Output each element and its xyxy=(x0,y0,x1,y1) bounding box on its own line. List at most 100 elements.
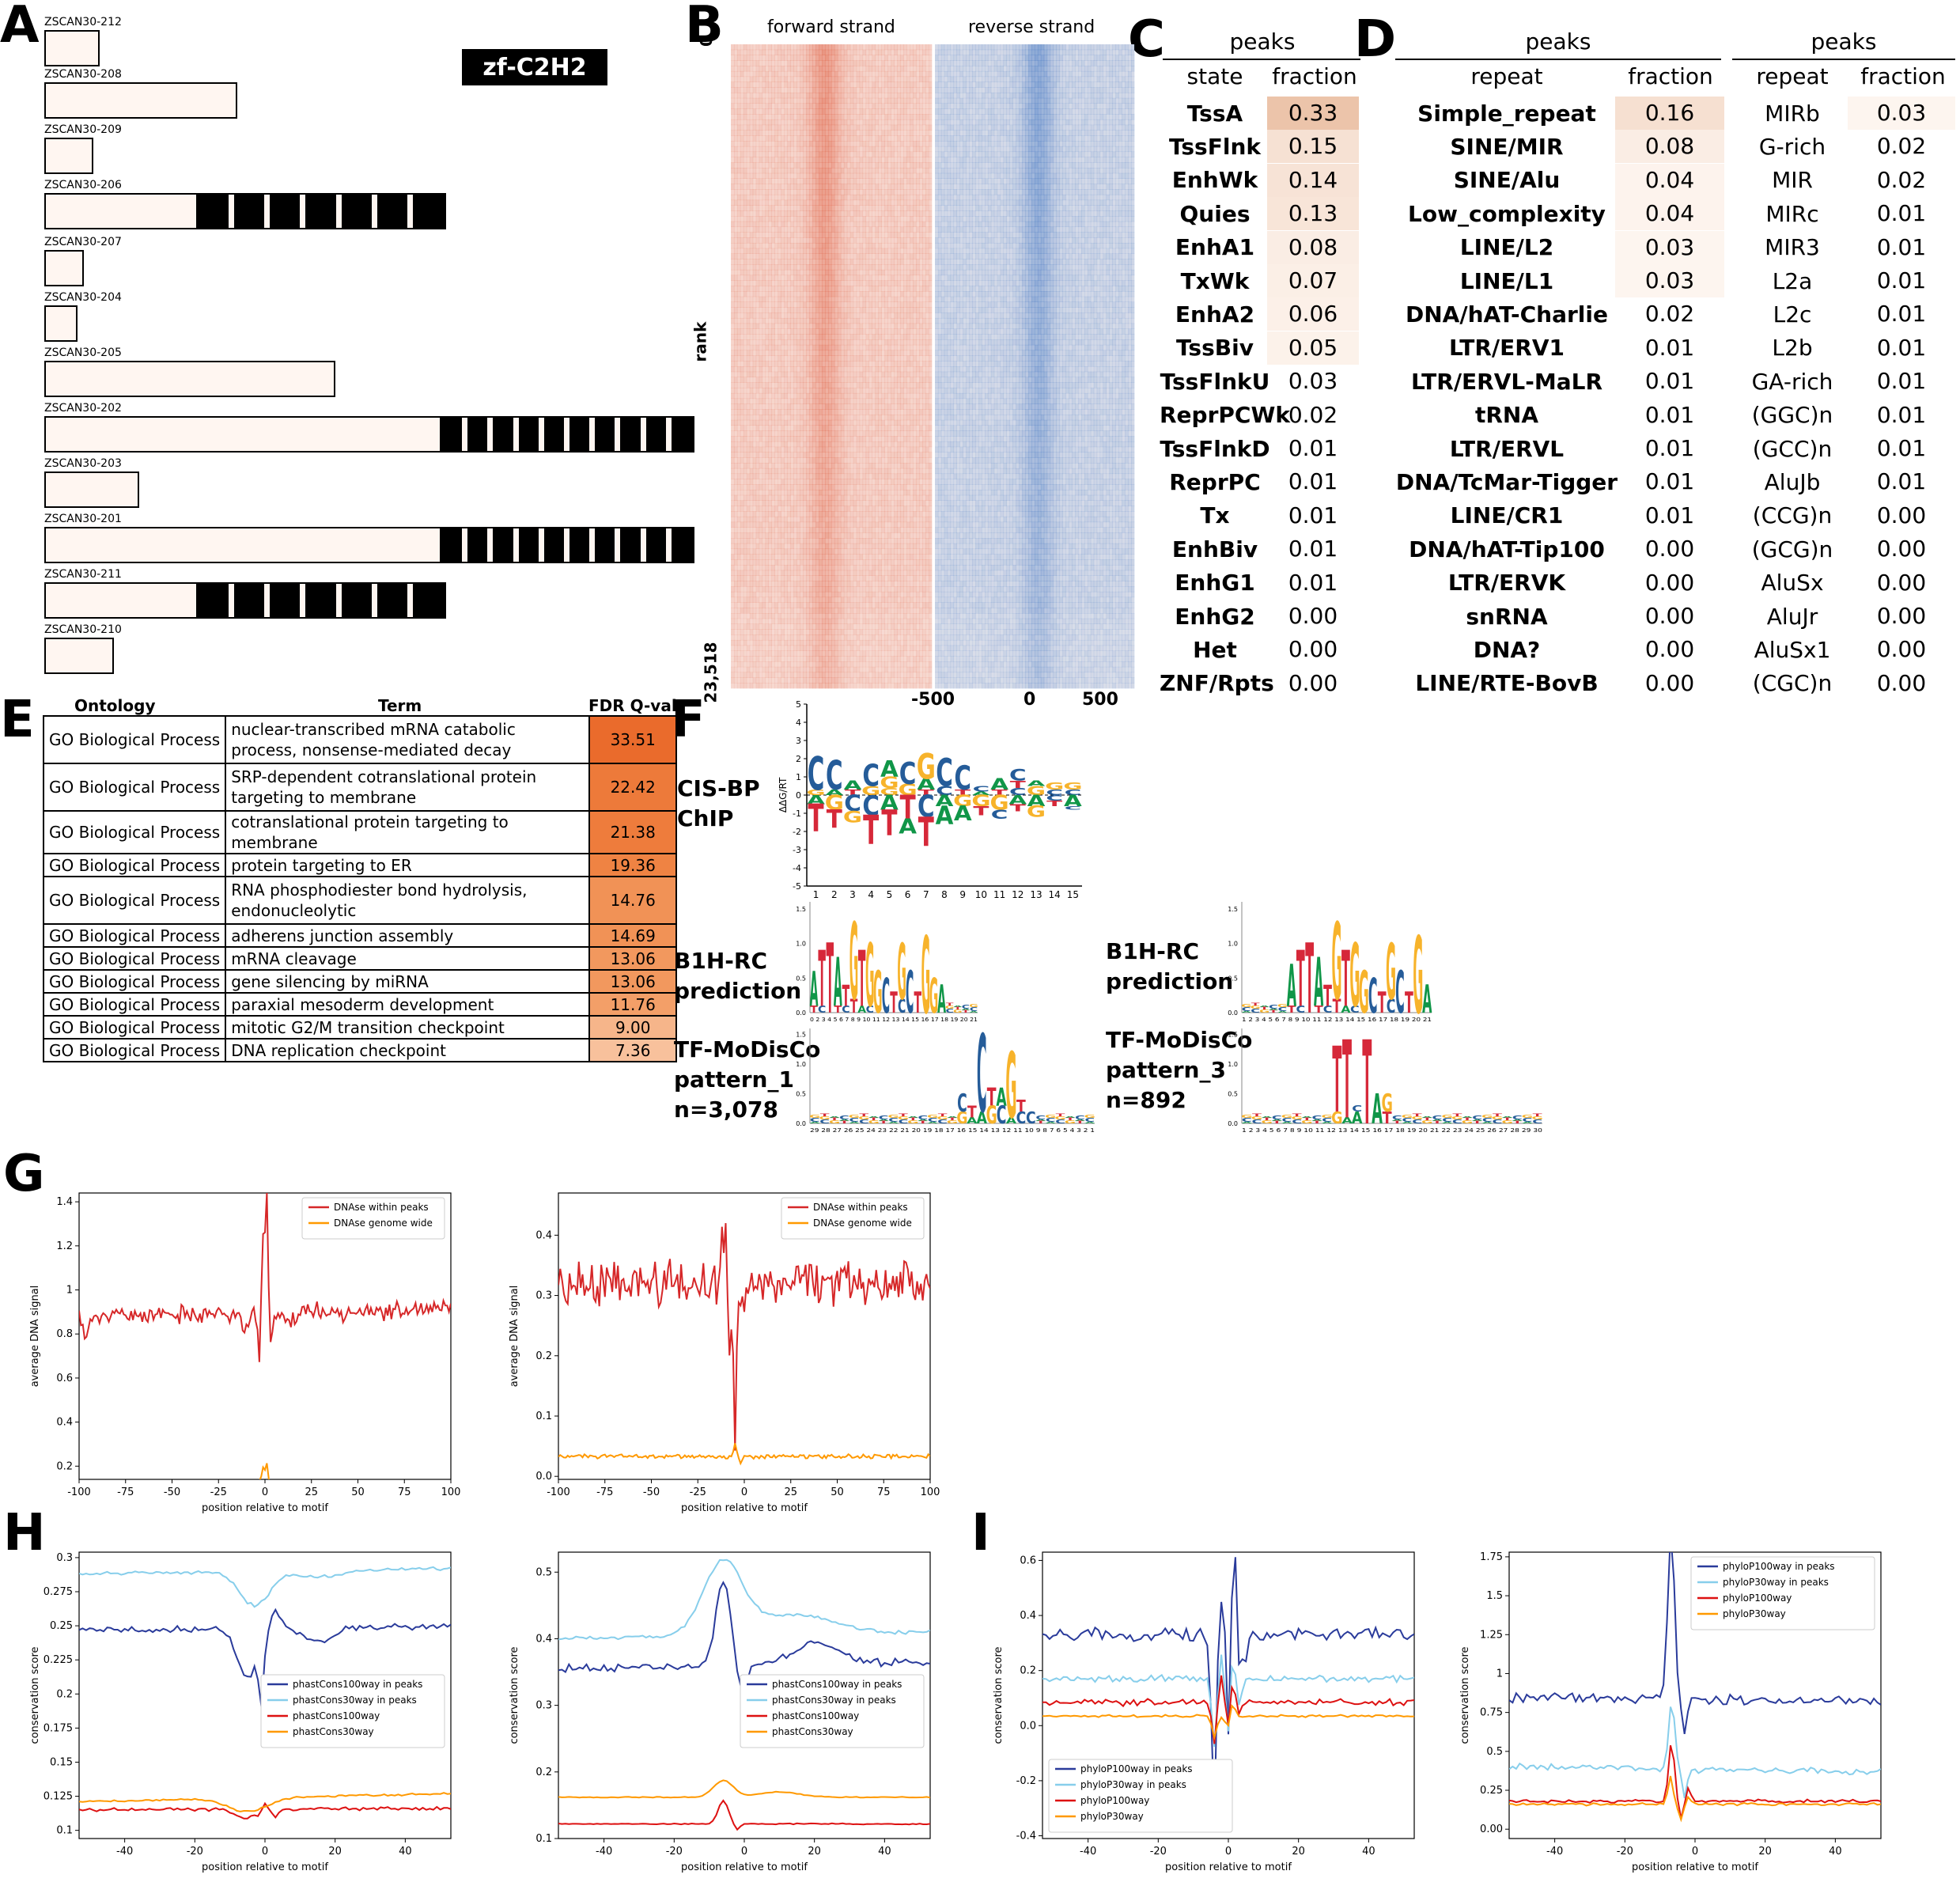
heatmap-cell xyxy=(736,275,741,281)
heatmap-cell xyxy=(759,409,763,415)
heatmap-cell xyxy=(800,677,804,684)
heatmap-cell xyxy=(815,323,819,329)
heatmap-cell xyxy=(771,527,775,533)
heatmap-cell xyxy=(733,216,738,222)
heatmap-cell xyxy=(828,596,832,603)
heatmap-cell xyxy=(759,436,763,442)
heatmap-cell xyxy=(825,44,829,51)
panel-label-a: A xyxy=(0,0,40,55)
heatmap-cell xyxy=(822,629,826,635)
heatmap-cell xyxy=(819,296,823,302)
heatmap-cell xyxy=(765,60,770,66)
heatmap-cell xyxy=(790,301,794,308)
heatmap-cell xyxy=(743,130,747,136)
heatmap-cell xyxy=(849,575,854,581)
heatmap-cell xyxy=(856,81,861,88)
heatmap-cell xyxy=(759,44,763,51)
heatmap-cell xyxy=(787,613,791,619)
heatmap-cell xyxy=(822,398,826,404)
heatmap-cell xyxy=(856,44,861,51)
heatmap-cell xyxy=(856,564,861,571)
heatmap-cell xyxy=(733,430,738,437)
heatmap-cell xyxy=(771,618,775,624)
heatmap-cell xyxy=(828,388,832,394)
heatmap-cell xyxy=(846,371,851,377)
heatmap-cell xyxy=(812,296,816,302)
heatmap-cell xyxy=(781,87,785,93)
heatmap-cell xyxy=(834,645,838,651)
heatmap-cell xyxy=(733,479,738,485)
heatmap-cell xyxy=(834,275,838,281)
heatmap-cell xyxy=(774,146,778,153)
heatmap-cell xyxy=(803,392,807,400)
heatmap-cell xyxy=(743,339,747,346)
heatmap-cell xyxy=(731,425,735,431)
heatmap-cell xyxy=(765,521,770,528)
heatmap-cell xyxy=(778,108,781,115)
heatmap-cell xyxy=(853,44,857,51)
heatmap-cell xyxy=(803,199,807,206)
heatmap-cell xyxy=(743,87,747,93)
heatmap-cell xyxy=(831,490,835,496)
heatmap-cell xyxy=(806,162,810,169)
heatmap-cell xyxy=(781,108,785,115)
heatmap-cell xyxy=(790,623,794,630)
heatmap-cell xyxy=(843,623,848,630)
heatmap-cell xyxy=(746,168,751,174)
heatmap-cell xyxy=(849,591,854,598)
heatmap-cell xyxy=(784,269,788,276)
heatmap-cell xyxy=(768,328,772,335)
heatmap-cell xyxy=(831,446,835,453)
heatmap-cell xyxy=(740,108,744,115)
heatmap-cell xyxy=(831,398,835,404)
heatmap-cell xyxy=(768,172,772,179)
heatmap-cell xyxy=(787,425,791,431)
heatmap-cell xyxy=(731,93,735,99)
heatmap-cell xyxy=(743,194,747,201)
heatmap-cell xyxy=(803,683,807,689)
heatmap-cell xyxy=(828,242,832,249)
heatmap-cell xyxy=(736,248,741,254)
heatmap-cell xyxy=(781,559,785,566)
heatmap-cell xyxy=(796,409,800,415)
heatmap-cell xyxy=(765,371,770,377)
heatmap-cell xyxy=(800,661,804,668)
heatmap-cell xyxy=(790,323,794,329)
heatmap-cell xyxy=(774,141,778,147)
heatmap-cell xyxy=(778,683,781,689)
heatmap-cell xyxy=(733,355,738,362)
heatmap-cell xyxy=(812,291,816,297)
heatmap-cell xyxy=(733,511,738,517)
heatmap-cell xyxy=(746,344,751,351)
heatmap-cell xyxy=(803,377,807,383)
heatmap-cell xyxy=(828,226,832,233)
heatmap-cell xyxy=(846,377,851,383)
heatmap-cell xyxy=(762,650,766,657)
heatmap-cell xyxy=(736,350,741,356)
heatmap-cell xyxy=(828,532,832,539)
heatmap-cell xyxy=(803,259,807,265)
heatmap-cell xyxy=(793,436,797,442)
heatmap-cell xyxy=(787,511,791,517)
heatmap-cell xyxy=(834,157,838,163)
heatmap-cell xyxy=(784,334,788,340)
heatmap-cell xyxy=(819,44,823,51)
heatmap-cell xyxy=(771,296,775,302)
heatmap-cell xyxy=(743,623,747,630)
heatmap-cell xyxy=(746,259,751,265)
heatmap-cell xyxy=(840,312,845,319)
heatmap-cell xyxy=(736,543,741,550)
heatmap-cell xyxy=(765,683,770,689)
heatmap-cell xyxy=(831,419,835,426)
heatmap-cell xyxy=(840,564,845,571)
heatmap-cell xyxy=(778,473,781,479)
heatmap-cell xyxy=(759,108,763,115)
heatmap-cell xyxy=(793,205,797,211)
heatmap-cell xyxy=(743,661,747,668)
heatmap-cell xyxy=(849,157,854,163)
heatmap-cell xyxy=(790,415,794,421)
heatmap-cell xyxy=(812,639,816,646)
heatmap-cell xyxy=(837,226,842,233)
heatmap-cell xyxy=(828,291,832,297)
heatmap-cell xyxy=(740,81,744,88)
